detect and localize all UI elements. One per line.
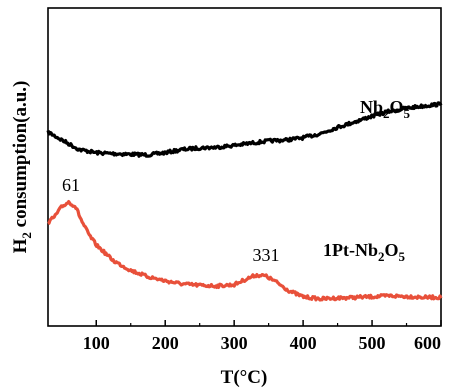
x-tick-label: 100 — [83, 333, 110, 353]
series-label-nb2o5-b: O — [390, 97, 404, 117]
series-label-1pt-nb2o5-a: 1Pt-Nb — [323, 240, 378, 260]
x-tick-label: 400 — [290, 333, 317, 353]
series-line-nb2o5 — [46, 101, 443, 158]
x-tick-label: 600 — [414, 333, 441, 353]
series-layer — [46, 101, 443, 302]
x-tick-label: 300 — [221, 333, 248, 353]
series-label-1pt-nb2o5-b: O — [385, 240, 399, 260]
x-axis-title: T(°C) — [221, 367, 268, 388]
y-axis-title: H2 consumption(a.u.) — [10, 81, 34, 254]
peak-annotation-331: 331 — [253, 245, 280, 265]
series-label-nb2o5-s2: 5 — [404, 106, 411, 121]
series-line-1pt-nb2o5 — [47, 200, 443, 302]
series-label-nb2o5-s1: 2 — [383, 106, 390, 121]
y-axis-title-sub: 2 — [19, 232, 34, 239]
peak-annotation-61: 61 — [62, 175, 80, 195]
x-tick-label: 500 — [359, 333, 386, 353]
y-axis-title-rest: consumption(a.u.) — [10, 81, 31, 233]
series-label-1pt-nb2o5-s2: 5 — [399, 249, 406, 264]
series-label-1pt-nb2o5: 1Pt-Nb2O5 — [323, 240, 406, 264]
y-axis-title-main: H — [10, 238, 31, 253]
series-label-nb2o5: Nb2O5 — [360, 97, 411, 121]
plot-frame — [47, 7, 442, 327]
plot-area-border — [47, 7, 442, 327]
x-tick-label: 200 — [152, 333, 179, 353]
series-label-1pt-nb2o5-s1: 2 — [378, 249, 385, 264]
x-axis: 100 200 300 400 500 600 — [83, 320, 442, 353]
series-label-nb2o5-a: Nb — [360, 97, 383, 117]
